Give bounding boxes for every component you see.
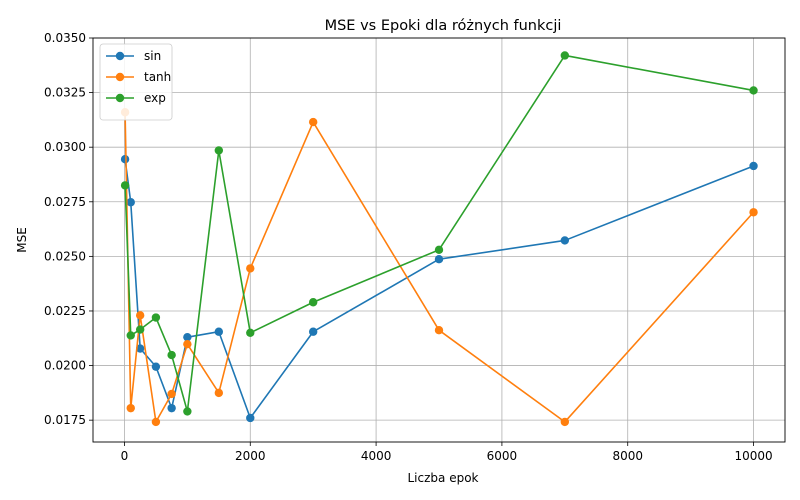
axes: 0 2000 4000 6000 8000 10000 0.0175 0.0200 0.0225…: [44, 31, 786, 463]
data-point-exp: [560, 51, 570, 60]
y-axis-label: MSE: [15, 227, 29, 253]
data-point-tanh: [183, 339, 192, 349]
data-point-tanh: [126, 403, 135, 413]
data-point-exp: [214, 146, 224, 155]
data-point-exp: [120, 181, 130, 190]
data-point-tanh: [167, 389, 176, 399]
data-point-sin: [167, 403, 176, 413]
data-point-tanh: [151, 417, 161, 427]
data-point-exp: [183, 407, 192, 416]
data-point-tanh: [308, 117, 318, 127]
series-line-exp: [124, 54, 754, 413]
grid: [93, 37, 785, 442]
x-tick-label: 6000: [487, 449, 518, 463]
x-axis-label: Liczba epok: [408, 471, 479, 485]
data-point-exp: [126, 331, 135, 340]
series-line-tanh: [124, 112, 755, 423]
data-point-exp: [434, 245, 444, 255]
x-tick-label: 4000: [361, 449, 392, 463]
data-point-sin: [151, 362, 161, 371]
y-tick-label: 0.0325: [44, 86, 86, 100]
data-point-exp: [135, 325, 145, 334]
plot-frame: [92, 37, 786, 443]
data-point-sin: [749, 161, 758, 171]
y-tick-label: 0.0200: [44, 359, 86, 373]
y-tick-label: 0.0225: [44, 304, 86, 318]
legend-label-sin: sin: [144, 49, 161, 63]
data-point-sin: [126, 198, 135, 207]
data-point-sin: [434, 255, 444, 264]
data-point-exp: [749, 86, 758, 95]
series-layer: [120, 51, 758, 427]
data-point-sin: [560, 236, 570, 245]
data-point-tanh: [560, 417, 570, 427]
data-point-tanh: [135, 311, 145, 320]
data-point-tanh: [434, 325, 444, 335]
x-tick-label: 0: [121, 449, 129, 463]
legend-label-exp: exp: [144, 91, 166, 105]
y-tick-label: 0.0300: [44, 140, 86, 154]
data-point-exp: [308, 298, 318, 307]
legend-marker-sin: [115, 51, 125, 61]
y-tick-label: 0.0350: [44, 31, 86, 45]
data-point-tanh: [246, 264, 255, 273]
x-tick-label: 2000: [235, 449, 266, 463]
legend: sin tanh exp: [99, 43, 173, 121]
data-point-sin: [308, 327, 318, 336]
data-point-exp: [246, 328, 255, 338]
y-tick-label: 0.0250: [44, 249, 86, 263]
data-point-sin: [120, 155, 130, 164]
y-tick-label: 0.0175: [44, 413, 86, 427]
data-point-sin: [183, 332, 192, 342]
legend-marker-tanh: [115, 72, 125, 82]
x-tick-label: 10000: [734, 449, 772, 463]
series-line-sin: [124, 159, 754, 419]
y-tick-label: 0.0275: [44, 195, 86, 209]
x-tick-label: 8000: [612, 449, 643, 463]
data-point-tanh: [749, 208, 758, 217]
legend-label-tanh: tanh: [144, 70, 171, 84]
data-point-exp: [151, 313, 161, 322]
data-point-sin: [214, 327, 224, 336]
data-point-exp: [167, 350, 176, 360]
chart-title: MSE vs Epoki dla różnych funkcji: [325, 18, 562, 34]
data-point-sin: [246, 413, 255, 423]
legend-marker-exp: [115, 93, 125, 103]
data-point-tanh: [214, 388, 224, 398]
data-point-sin: [135, 344, 145, 353]
